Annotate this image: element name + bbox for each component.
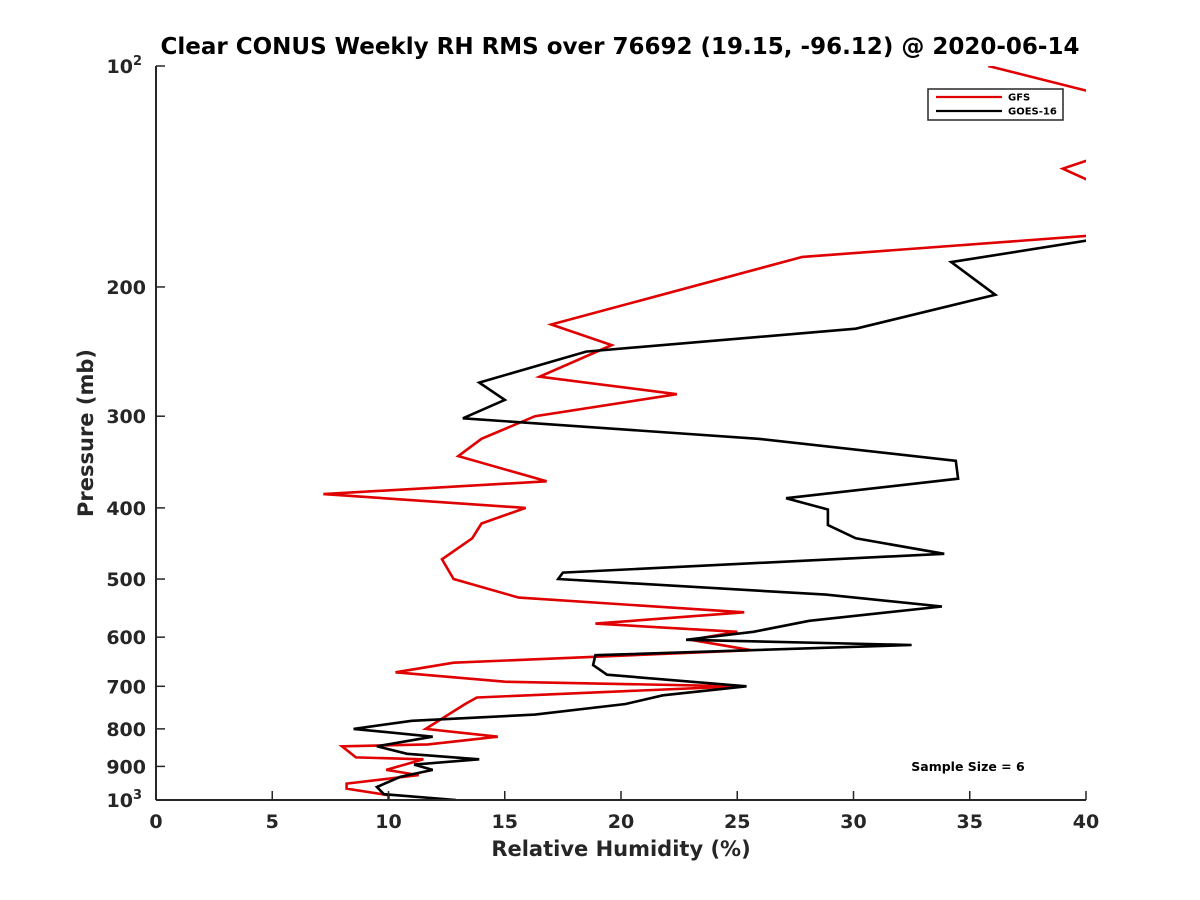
y-tick-label: 103	[107, 788, 143, 812]
y-tick-label: 200	[106, 277, 146, 299]
x-tick-label: 35	[957, 811, 983, 833]
y-tick-label: 500	[106, 569, 146, 591]
y-tick-label-exponent: 3	[133, 788, 142, 803]
x-tick-label: 30	[840, 811, 866, 833]
x-tick-label: 25	[724, 811, 750, 833]
chart-title: Clear CONUS Weekly RH RMS over 76692 (19…	[161, 34, 1080, 60]
legend: GFS GOES-16	[927, 88, 1064, 121]
y-tick-label: 102	[107, 54, 143, 78]
legend-label-goes-16: GOES-16	[1008, 107, 1057, 118]
legend-label-gfs: GFS	[1008, 93, 1030, 104]
y-axis-label: Pressure (mb)	[74, 349, 98, 517]
x-tick-label: 20	[608, 811, 634, 833]
y-tick-label: 700	[106, 676, 146, 698]
x-tick-label: 10	[375, 811, 401, 833]
sample-size-annotation: Sample Size = 6	[911, 759, 1025, 774]
x-tick-label: 0	[149, 811, 162, 833]
x-axis-label: Relative Humidity (%)	[491, 837, 750, 861]
y-tick-label: 900	[106, 756, 146, 778]
series-layer	[323, 66, 1086, 800]
plot-area: 0 5 10 15 20 25 30 35 40 10220030040050060070080…	[106, 54, 1099, 833]
x-tick-label: 40	[1073, 811, 1099, 833]
x-tick-label: 5	[266, 811, 279, 833]
x-tick-label: 15	[492, 811, 518, 833]
legend-box	[927, 88, 1064, 121]
y-tick-label: 800	[106, 719, 146, 741]
y-tick-label: 300	[106, 406, 146, 428]
y-tick-label-base: 10	[107, 56, 133, 78]
y-tick-label: 400	[106, 498, 146, 520]
y-tick-label-base: 10	[107, 790, 133, 812]
y-tick-label: 600	[106, 627, 146, 649]
series-line-goes-16	[353, 239, 1086, 800]
y-tick-label-exponent: 2	[133, 54, 142, 69]
x-axis-ticks: 0 5 10 15 20 25 30 35 40	[149, 791, 1099, 833]
